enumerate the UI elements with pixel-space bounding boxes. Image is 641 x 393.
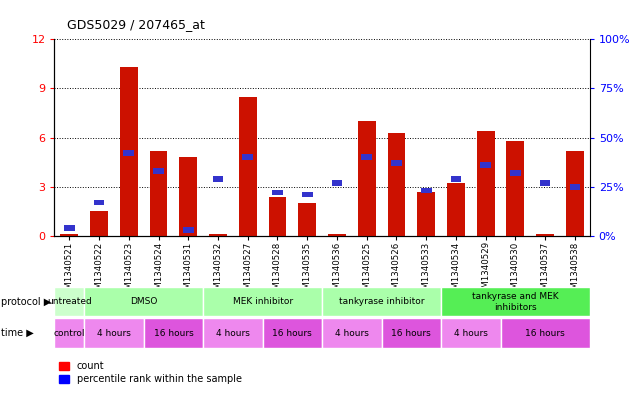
- Bar: [421, 188, 431, 193]
- Bar: [566, 151, 584, 236]
- Bar: [480, 162, 491, 168]
- Text: 4 hours: 4 hours: [454, 329, 488, 338]
- Bar: [298, 203, 316, 236]
- Bar: [510, 170, 520, 176]
- Text: time ▶: time ▶: [1, 328, 33, 338]
- Bar: [64, 225, 75, 231]
- Text: GDS5029 / 207465_at: GDS5029 / 207465_at: [67, 18, 205, 31]
- Bar: [388, 132, 405, 236]
- Bar: [540, 180, 551, 185]
- Bar: [90, 211, 108, 236]
- Bar: [441, 318, 501, 348]
- Bar: [209, 234, 227, 236]
- Bar: [447, 184, 465, 236]
- Bar: [302, 192, 313, 197]
- Bar: [84, 287, 203, 316]
- Bar: [203, 287, 322, 316]
- Bar: [263, 318, 322, 348]
- Bar: [331, 180, 342, 185]
- Bar: [441, 287, 590, 316]
- Text: 4 hours: 4 hours: [97, 329, 131, 338]
- Text: DMSO: DMSO: [130, 297, 158, 306]
- Bar: [153, 168, 164, 174]
- Bar: [451, 176, 462, 182]
- Bar: [569, 184, 580, 189]
- Bar: [506, 141, 524, 236]
- Bar: [144, 318, 203, 348]
- Bar: [477, 131, 495, 236]
- Bar: [120, 67, 138, 236]
- Bar: [417, 191, 435, 236]
- Text: 4 hours: 4 hours: [216, 329, 250, 338]
- Bar: [322, 318, 381, 348]
- Text: control: control: [54, 329, 85, 338]
- Text: tankyrase inhibitor: tankyrase inhibitor: [339, 297, 424, 306]
- Bar: [501, 318, 590, 348]
- Bar: [213, 176, 223, 182]
- Bar: [272, 190, 283, 195]
- Bar: [54, 318, 84, 348]
- Bar: [54, 287, 84, 316]
- Bar: [239, 97, 256, 236]
- Bar: [322, 287, 441, 316]
- Bar: [536, 234, 554, 236]
- Bar: [381, 318, 441, 348]
- Bar: [328, 234, 346, 236]
- Bar: [269, 196, 287, 236]
- Text: 16 hours: 16 hours: [392, 329, 431, 338]
- Text: 16 hours: 16 hours: [525, 329, 565, 338]
- Bar: [179, 157, 197, 236]
- Text: protocol ▶: protocol ▶: [1, 297, 51, 307]
- Text: MEK inhibitor: MEK inhibitor: [233, 297, 293, 306]
- Bar: [149, 151, 167, 236]
- Bar: [362, 154, 372, 160]
- Legend: count, percentile rank within the sample: count, percentile rank within the sample: [60, 361, 242, 384]
- Text: 16 hours: 16 hours: [272, 329, 312, 338]
- Bar: [60, 234, 78, 236]
- Bar: [124, 151, 134, 156]
- Text: untreated: untreated: [47, 297, 92, 306]
- Bar: [358, 121, 376, 236]
- Text: 4 hours: 4 hours: [335, 329, 369, 338]
- Bar: [391, 160, 402, 166]
- Text: tankyrase and MEK
inhibitors: tankyrase and MEK inhibitors: [472, 292, 559, 312]
- Text: 16 hours: 16 hours: [154, 329, 194, 338]
- Bar: [242, 154, 253, 160]
- Bar: [203, 318, 263, 348]
- Bar: [94, 200, 104, 205]
- Bar: [84, 318, 144, 348]
- Bar: [183, 227, 194, 233]
